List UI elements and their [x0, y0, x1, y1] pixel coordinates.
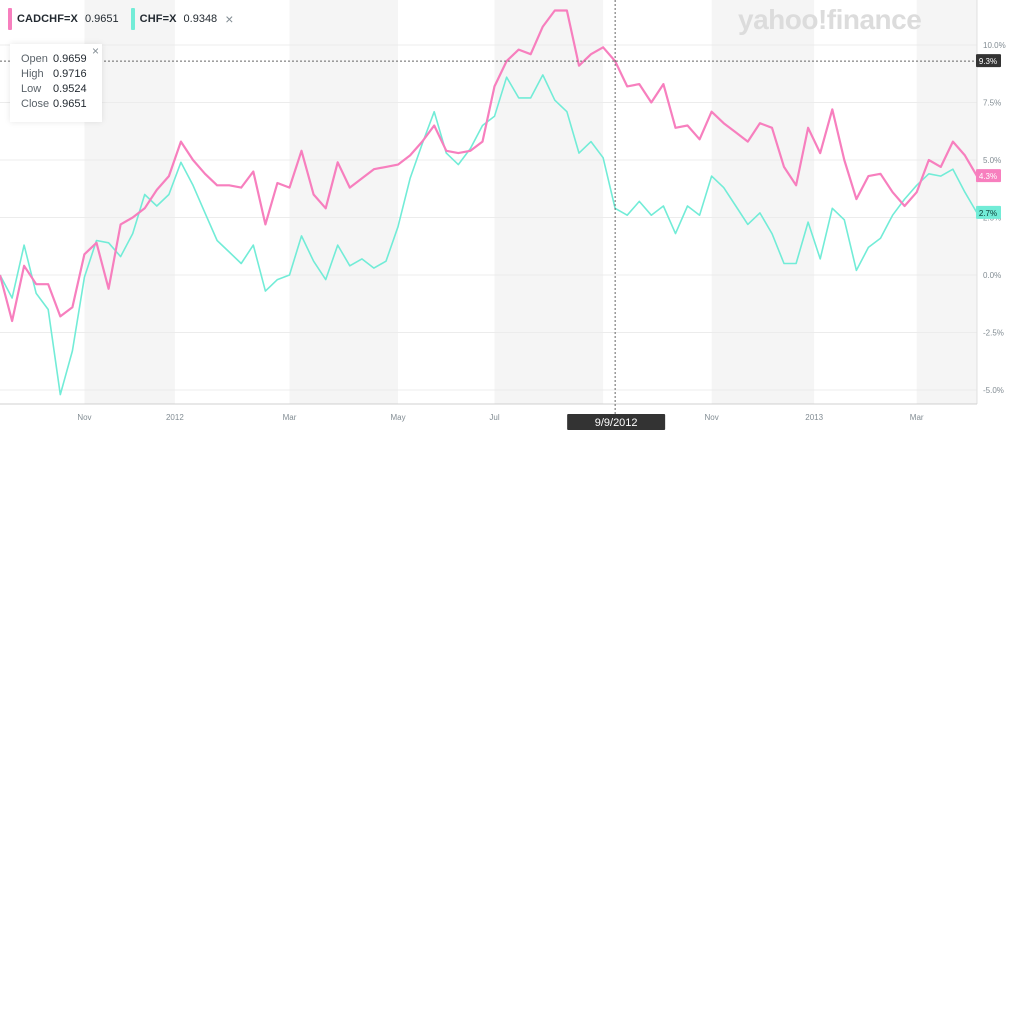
- crosshair-date-label: 9/9/2012: [595, 417, 638, 429]
- remove-comparison-close-icon[interactable]: ×: [225, 11, 234, 27]
- ohlc-close-label: Close: [21, 98, 50, 110]
- yahoo-finance-watermark: yahoo!finance: [738, 4, 922, 35]
- x-tick-label: 2012: [166, 413, 184, 422]
- ohlc-close-value: 0.9651: [53, 98, 87, 110]
- legend-symbol-chf: CHF=X: [139, 13, 177, 25]
- shaded-band-1: [289, 0, 399, 404]
- legend-swatch-chf: [130, 8, 135, 30]
- ohlc-open-value: 0.9659: [53, 53, 87, 65]
- ohlc-high-value: 0.9716: [53, 68, 87, 80]
- series-line-1: [0, 74, 978, 396]
- value-badges: 4.3% 2.7%: [976, 169, 1001, 219]
- x-tick-label: Nov: [705, 413, 719, 422]
- ohlc-tooltip: × Open 0.9659 High 0.9716 Low 0.9524 Clo…: [10, 44, 102, 122]
- ohlc-row-open: Open 0.9659: [10, 52, 102, 67]
- series-line-0: [0, 9, 978, 323]
- ohlc-high-label: High: [21, 68, 44, 80]
- ohlc-row-high: High 0.9716: [10, 67, 102, 82]
- legend-value-chf: 0.9348: [183, 13, 218, 25]
- x-tick-label: Jul: [489, 413, 499, 422]
- last-value-badge-0: [976, 169, 1001, 183]
- ohlc-open-label: Open: [21, 53, 48, 65]
- shaded-band-3: [711, 0, 815, 404]
- last-value-label-1: 2.7%: [979, 209, 997, 218]
- ohlc-row-close: Close 0.9651: [10, 97, 102, 112]
- shaded-band-2: [494, 0, 604, 404]
- crosshair: 9/9/2012 9.3%: [0, 0, 1001, 430]
- crosshair-date-badge: [567, 414, 666, 430]
- ohlc-row-low: Low 0.9524: [10, 82, 102, 97]
- chart-legend: CADCHF=X 0.9651 CHF=X 0.9348 ×: [8, 8, 233, 30]
- x-tick-label: Mar: [283, 413, 297, 422]
- chart-stage: CADCHF=X 0.9651 CHF=X 0.9348 × × Open 0.…: [0, 0, 1024, 440]
- x-tick-label: May: [390, 413, 405, 422]
- y-tick-label: -2.5%: [983, 329, 1004, 338]
- legend-swatch-cadchf: [8, 8, 12, 30]
- x-tick-label: 2013: [805, 413, 823, 422]
- axes: 10.0%7.5%5.0%2.5%0.0%-2.5%-5.0%Nov2012Ma…: [0, 0, 1006, 422]
- ohlc-low-value: 0.9524: [53, 83, 87, 95]
- legend-item-chf[interactable]: CHF=X 0.9348: [130, 8, 218, 30]
- crosshair-value-badge: [976, 54, 1001, 68]
- crosshair-value-label: 9.3%: [979, 57, 997, 66]
- shaded-band-4: [916, 0, 977, 404]
- series-lines: [0, 9, 978, 396]
- last-value-label-0: 4.3%: [979, 172, 997, 181]
- ohlc-low-label: Low: [21, 83, 42, 95]
- shaded-bands: [84, 0, 977, 404]
- y-tick-label: -5.0%: [983, 386, 1004, 395]
- y-tick-label: 0.0%: [983, 271, 1001, 280]
- y-tick-label: 7.5%: [983, 99, 1001, 108]
- legend-item-cadchf[interactable]: CADCHF=X 0.9651: [8, 8, 119, 30]
- grid-lines: [0, 44, 977, 391]
- y-tick-label: 5.0%: [983, 156, 1001, 165]
- comparison-line-chart[interactable]: 10.0%7.5%5.0%2.5%0.0%-2.5%-5.0%Nov2012Ma…: [0, 0, 1024, 440]
- x-tick-label: Nov: [77, 413, 91, 422]
- legend-value-cadchf: 0.9651: [85, 13, 119, 25]
- y-tick-label: 10.0%: [983, 41, 1006, 50]
- x-tick-label: Mar: [910, 413, 924, 422]
- ohlc-close-icon[interactable]: ×: [91, 44, 99, 58]
- last-value-badge-1: [976, 205, 1001, 219]
- legend-symbol-cadchf: CADCHF=X: [17, 13, 78, 25]
